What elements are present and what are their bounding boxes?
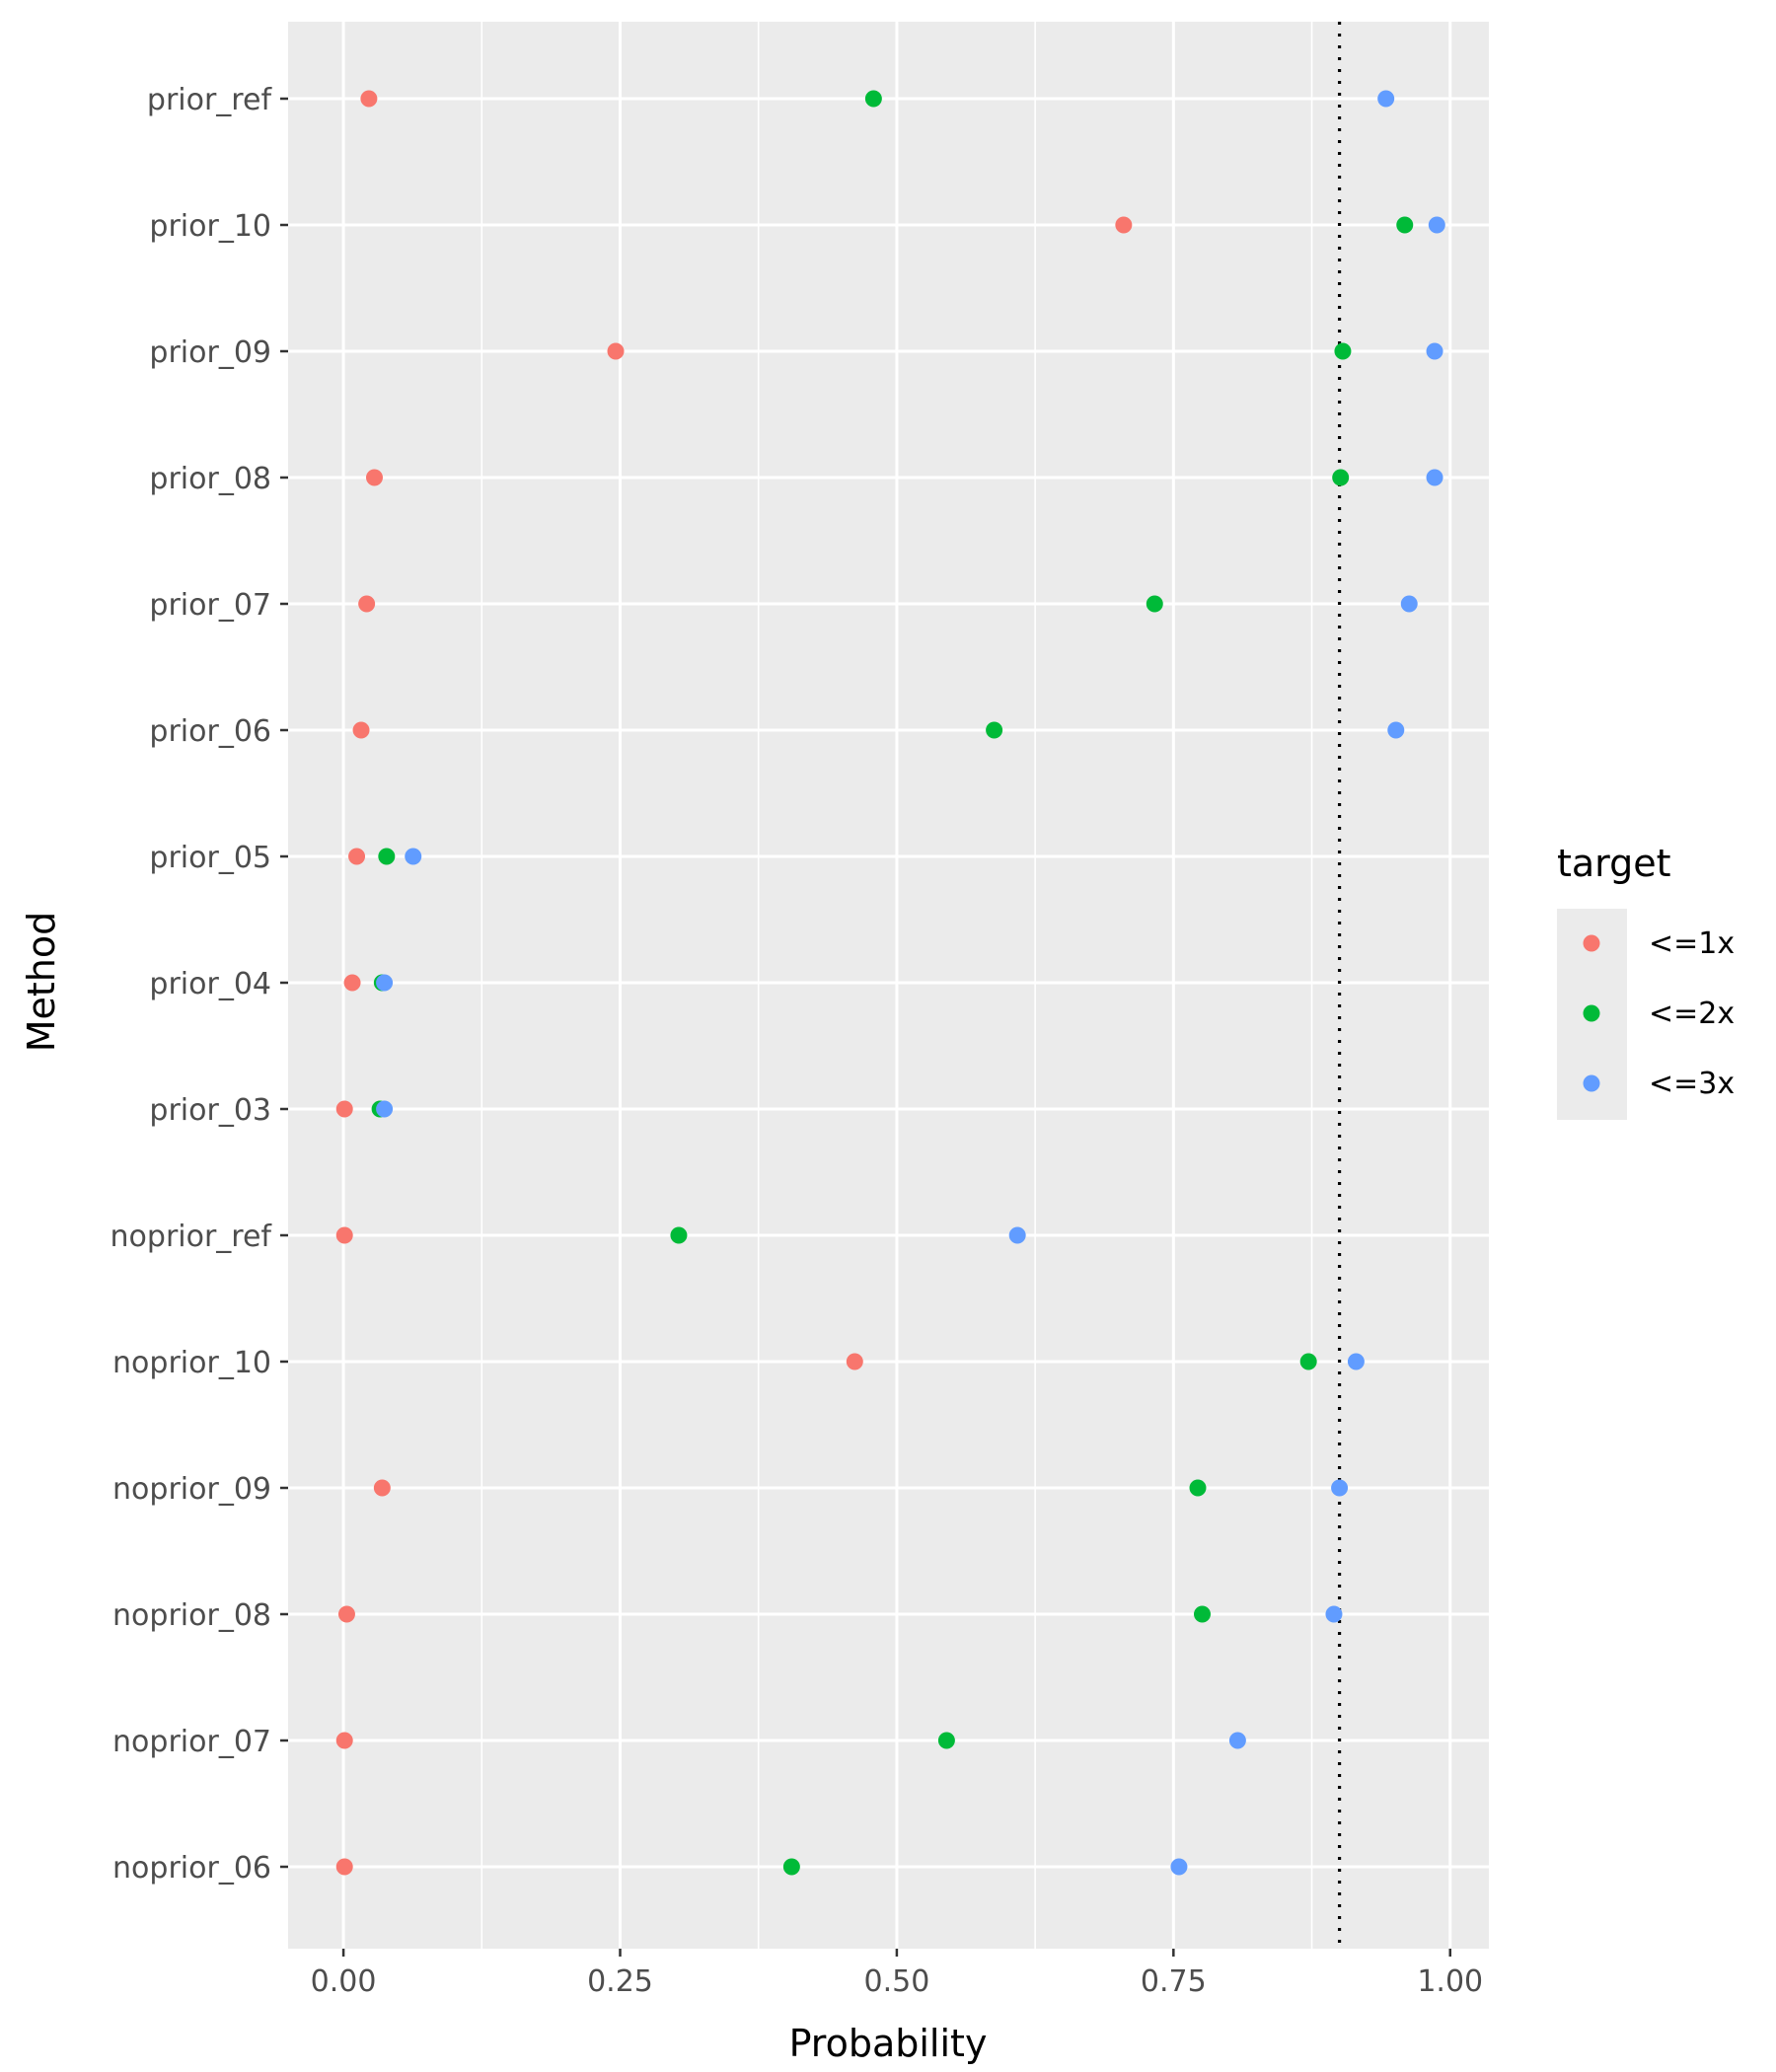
- data-point: [782, 1858, 800, 1876]
- data-point: [1387, 721, 1405, 739]
- legend-label: <=2x: [1649, 997, 1735, 1031]
- y-tick-label: prior_03: [149, 1093, 271, 1128]
- legend-label: <=3x: [1649, 1067, 1735, 1101]
- y-axis: prior_ref prior_10 prior_09 prior_08 prior_0…: [111, 83, 288, 1886]
- data-point: [1193, 1605, 1211, 1623]
- y-tick-label: noprior_09: [112, 1472, 271, 1507]
- y-tick-label: prior_09: [149, 335, 271, 370]
- y-tick-label: prior_08: [149, 462, 271, 496]
- x-tick-label: 0.50: [864, 1964, 930, 1999]
- data-point: [1146, 595, 1163, 613]
- data-point: [373, 1479, 391, 1497]
- data-point: [378, 848, 396, 865]
- grid-minor: [481, 22, 1313, 1949]
- data-point: [1332, 469, 1350, 486]
- data-point: [1008, 1226, 1026, 1244]
- x-tick-label: 0.00: [311, 1964, 377, 1999]
- y-tick-label: noprior_06: [112, 1851, 271, 1886]
- data-point: [1115, 216, 1133, 234]
- x-axis-title: Probability: [789, 2022, 988, 2065]
- data-point: [986, 721, 1003, 739]
- data-point: [670, 1226, 688, 1244]
- y-tick-label: noprior_ref: [111, 1220, 273, 1254]
- legend-title: target: [1557, 842, 1671, 885]
- y-axis-title: Method: [20, 912, 63, 1053]
- y-tick-label: prior_07: [149, 588, 271, 623]
- legend-label: <=1x: [1649, 926, 1735, 961]
- data-point: [376, 974, 394, 992]
- x-axis: 0.00 0.25 0.50 0.75 1.00: [311, 1949, 1483, 1999]
- data-point: [335, 1100, 353, 1118]
- data-point: [1189, 1479, 1207, 1497]
- y-tick-label: prior_10: [149, 209, 271, 244]
- data-point: [846, 1353, 863, 1370]
- data-point: [1426, 469, 1443, 486]
- data-point: [337, 1605, 355, 1623]
- y-tick-label: prior_05: [149, 841, 271, 875]
- legend: target <=1x <=2x <=3x: [1557, 842, 1735, 1120]
- data-point: [1377, 90, 1395, 108]
- legend-key: [1583, 1074, 1600, 1092]
- data-point: [360, 90, 378, 108]
- data-point: [1426, 342, 1443, 360]
- data-point: [335, 1226, 353, 1244]
- y-tick-label: noprior_10: [112, 1346, 271, 1380]
- data-point: [1228, 1732, 1246, 1749]
- legend-key: [1583, 934, 1600, 952]
- data-point: [343, 974, 361, 992]
- data-point: [376, 1100, 394, 1118]
- data-point: [864, 90, 882, 108]
- x-tick-label: 0.75: [1141, 1964, 1207, 1999]
- y-tick-label: prior_ref: [147, 83, 273, 117]
- grid-major: [288, 22, 1489, 1949]
- data-point: [405, 848, 422, 865]
- legend-key: [1583, 1004, 1600, 1022]
- data-point: [607, 342, 625, 360]
- data-point: [1331, 1479, 1349, 1497]
- data-point: [1400, 595, 1418, 613]
- data-point: [1334, 342, 1352, 360]
- plot-panel: [288, 22, 1489, 1949]
- data-point: [352, 721, 370, 739]
- data-point: [365, 469, 383, 486]
- data-point: [937, 1732, 955, 1749]
- data-point: [358, 595, 376, 613]
- y-tick-label: noprior_08: [112, 1598, 271, 1633]
- data-point: [1347, 1353, 1365, 1370]
- data-point: [335, 1858, 353, 1876]
- x-tick-label: 0.25: [587, 1964, 653, 1999]
- data-point: [1428, 216, 1445, 234]
- y-tick-label: prior_04: [149, 967, 271, 1001]
- data-point: [1170, 1858, 1188, 1876]
- y-tick-label: noprior_07: [112, 1725, 271, 1759]
- data-points: [335, 90, 1445, 1876]
- x-tick-label: 1.00: [1417, 1964, 1483, 1999]
- data-point: [1325, 1605, 1343, 1623]
- data-point: [335, 1732, 353, 1749]
- data-point: [1299, 1353, 1317, 1370]
- data-point: [1396, 216, 1414, 234]
- data-point: [348, 848, 366, 865]
- y-tick-label: prior_06: [149, 714, 271, 749]
